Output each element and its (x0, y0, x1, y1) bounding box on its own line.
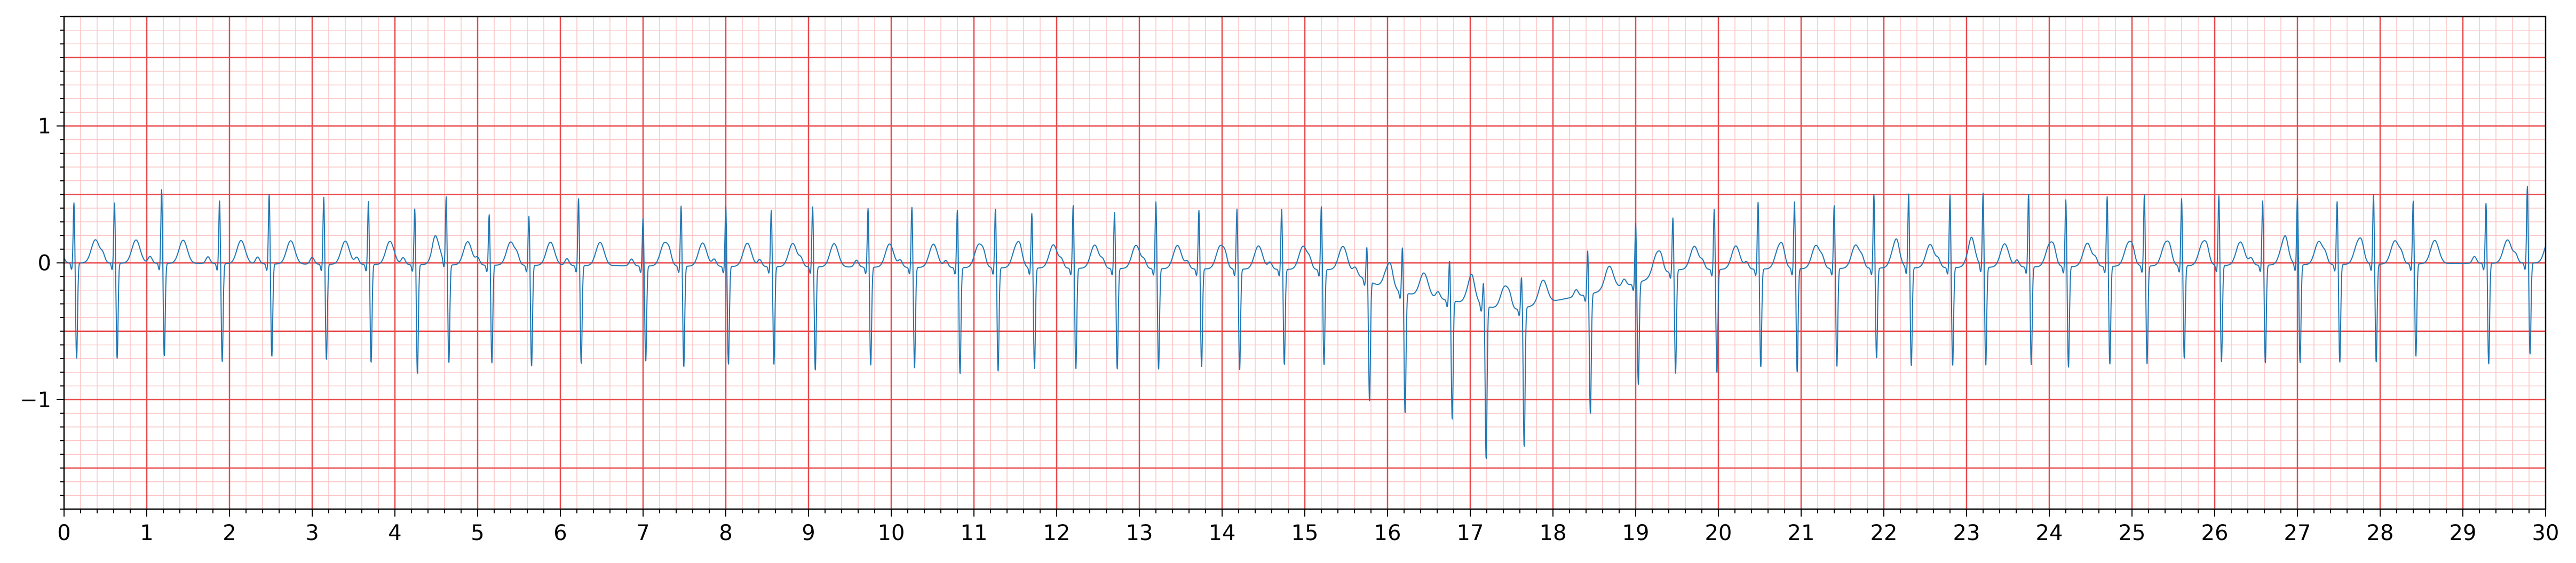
x-tick-label: 14 (1209, 521, 1236, 545)
y-tick-label: −1 (20, 388, 51, 413)
x-tick-label: 7 (636, 521, 649, 545)
x-axis-ticks: 0 1 2 3 4 5 6 7 8 9 10 11 12 13 14 15 16 17 18 19 20 21 22 23 24… (57, 509, 2559, 545)
x-tick-label: 28 (2367, 521, 2394, 545)
x-tick-label: 10 (878, 521, 905, 545)
y-tick-label: 0 (38, 251, 51, 276)
x-tick-label: 25 (2119, 521, 2146, 545)
x-tick-label: 16 (1374, 521, 1401, 545)
x-tick-label: 15 (1291, 521, 1319, 545)
x-tick-label: 27 (2284, 521, 2311, 545)
x-tick-label: 26 (2201, 521, 2229, 545)
x-tick-label: 22 (1870, 521, 1898, 545)
x-tick-label: 2 (223, 521, 236, 545)
x-tick-label: 1 (140, 521, 153, 545)
x-tick-label: 0 (57, 521, 70, 545)
x-tick-label: 24 (2036, 521, 2063, 545)
x-tick-label: 19 (1622, 521, 1650, 545)
x-tick-label: 18 (1540, 521, 1567, 545)
major-grid (64, 17, 2546, 509)
x-tick-label: 21 (1788, 521, 1815, 545)
x-tick-label: 11 (961, 521, 988, 545)
x-tick-label: 9 (802, 521, 815, 545)
x-tick-label: 13 (1126, 521, 1153, 545)
ecg-trace (64, 186, 2546, 459)
x-tick-label: 17 (1457, 521, 1484, 545)
x-tick-label: 30 (2532, 521, 2559, 545)
x-tick-label: 5 (471, 521, 484, 545)
x-tick-label: 3 (305, 521, 319, 545)
x-tick-label: 23 (1953, 521, 1980, 545)
x-tick-label: 29 (2450, 521, 2477, 545)
y-tick-label: 1 (38, 114, 51, 139)
x-tick-label: 6 (553, 521, 567, 545)
x-tick-label: 20 (1705, 521, 1732, 545)
x-tick-label: 4 (388, 521, 401, 545)
x-tick-label: 8 (719, 521, 732, 545)
x-tick-label: 12 (1043, 521, 1071, 545)
y-axis-ticks: 1 0 −1 (20, 16, 64, 510)
